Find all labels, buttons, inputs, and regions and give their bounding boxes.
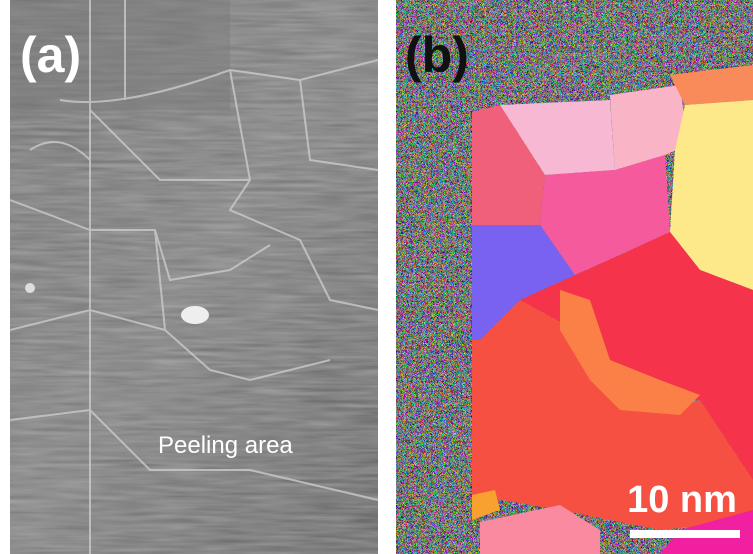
- panel-label: (a): [20, 27, 81, 83]
- figure: (a) Peeling area (b) 10 nm: [0, 0, 753, 554]
- panel-label: (b): [405, 27, 469, 83]
- annotation: Peeling area: [158, 432, 293, 459]
- scale-bar-label: 10 nm: [627, 479, 737, 521]
- particle: [25, 283, 35, 293]
- panel-b: (b) 10 nm: [396, 0, 753, 554]
- particle: [181, 306, 209, 324]
- scale-bar: [630, 530, 740, 538]
- panel-a: (a) Peeling area: [10, 0, 378, 554]
